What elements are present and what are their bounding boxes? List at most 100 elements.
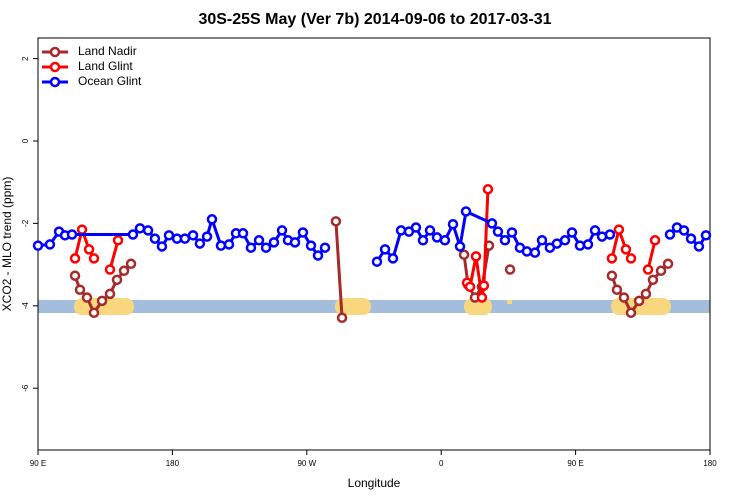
data-point xyxy=(582,239,594,250)
data-point xyxy=(625,307,637,319)
data-point xyxy=(206,214,218,225)
data-point xyxy=(606,270,618,281)
x-tick-label: 90 W xyxy=(297,459,316,468)
data-point xyxy=(478,280,490,291)
x-tick-label: 180 xyxy=(166,459,180,468)
legend-marker xyxy=(49,61,61,73)
data-point xyxy=(253,235,265,246)
y-tick-label: 2 xyxy=(21,56,30,61)
data-point xyxy=(66,229,78,240)
data-point xyxy=(305,240,317,251)
data-point xyxy=(187,230,199,241)
data-point xyxy=(395,225,407,236)
data-point xyxy=(604,229,616,240)
data-point xyxy=(700,230,712,241)
data-point xyxy=(336,312,348,323)
legend-marker xyxy=(49,46,61,58)
data-point xyxy=(574,240,586,251)
data-point xyxy=(464,281,476,293)
series-line xyxy=(73,189,657,298)
y-tick-label: -4 xyxy=(21,302,30,310)
data-point xyxy=(223,239,235,250)
legend-label: Land Nadir xyxy=(78,44,137,58)
data-point xyxy=(142,225,154,236)
legend-label: Land Glint xyxy=(78,59,133,73)
data-point xyxy=(44,239,56,250)
data-point xyxy=(649,235,661,246)
x-tick-label: 90 E xyxy=(30,459,46,468)
data-point xyxy=(289,237,301,248)
data-point xyxy=(640,288,652,300)
data-point xyxy=(454,241,466,252)
data-point xyxy=(88,307,100,319)
data-point xyxy=(662,258,674,270)
x-tick-label: 0 xyxy=(439,459,444,468)
land-band xyxy=(507,300,512,304)
data-point xyxy=(32,240,44,251)
data-point xyxy=(69,253,81,264)
data-point xyxy=(611,284,623,295)
data-point xyxy=(460,206,472,217)
data-point xyxy=(201,231,213,242)
y-tick-label: -6 xyxy=(21,384,30,392)
data-point xyxy=(297,227,309,238)
data-point xyxy=(664,229,676,240)
data-point xyxy=(134,223,146,234)
data-point xyxy=(536,235,548,246)
data-point xyxy=(620,244,632,255)
data-point xyxy=(492,226,504,237)
data-point xyxy=(276,225,288,236)
data-point xyxy=(486,218,498,229)
data-point xyxy=(118,265,130,277)
data-point xyxy=(410,222,422,233)
data-point xyxy=(179,233,191,244)
y-tick-label: 0 xyxy=(21,138,30,143)
legend-label: Ocean Glint xyxy=(78,74,142,88)
chart-title: 30S-25S May (Ver 7b) 2014-09-06 to 2017-… xyxy=(198,11,551,28)
data-point xyxy=(96,295,108,307)
data-point xyxy=(69,270,81,281)
data-point xyxy=(387,253,399,264)
data-point xyxy=(237,228,249,239)
data-point xyxy=(74,284,86,295)
data-point xyxy=(439,235,451,246)
data-point xyxy=(655,265,667,277)
data-point xyxy=(379,244,391,255)
data-point xyxy=(551,238,563,249)
x-tick-label: 90 E xyxy=(567,459,583,468)
data-point xyxy=(589,225,601,236)
data-point xyxy=(88,253,100,264)
data-point xyxy=(642,264,654,275)
y-tick-label: -2 xyxy=(21,219,30,227)
data-point xyxy=(268,237,280,248)
data-point xyxy=(482,183,494,195)
data-point xyxy=(417,235,429,246)
ocean-band xyxy=(38,300,710,313)
data-point xyxy=(470,251,482,262)
data-point xyxy=(111,274,123,286)
data-point xyxy=(127,229,139,240)
data-point xyxy=(618,292,630,303)
data-point xyxy=(647,274,659,286)
data-point xyxy=(506,227,518,238)
data-point xyxy=(163,230,175,241)
legend-marker xyxy=(49,76,61,88)
data-point xyxy=(424,225,436,236)
data-point xyxy=(76,224,88,235)
data-point xyxy=(149,233,161,244)
data-point xyxy=(81,292,93,303)
data-point xyxy=(678,225,690,236)
data-point xyxy=(566,227,578,238)
data-point xyxy=(245,242,257,253)
data-point xyxy=(521,246,533,257)
data-point xyxy=(215,240,227,251)
data-point xyxy=(685,233,697,244)
data-point xyxy=(330,216,342,227)
data-point xyxy=(504,264,516,275)
land-band xyxy=(464,298,492,315)
data-point xyxy=(458,249,470,260)
data-point xyxy=(529,247,541,258)
land-band xyxy=(335,298,371,315)
y-axis-label: XCO2 - MLO trend (ppm) xyxy=(0,177,14,312)
